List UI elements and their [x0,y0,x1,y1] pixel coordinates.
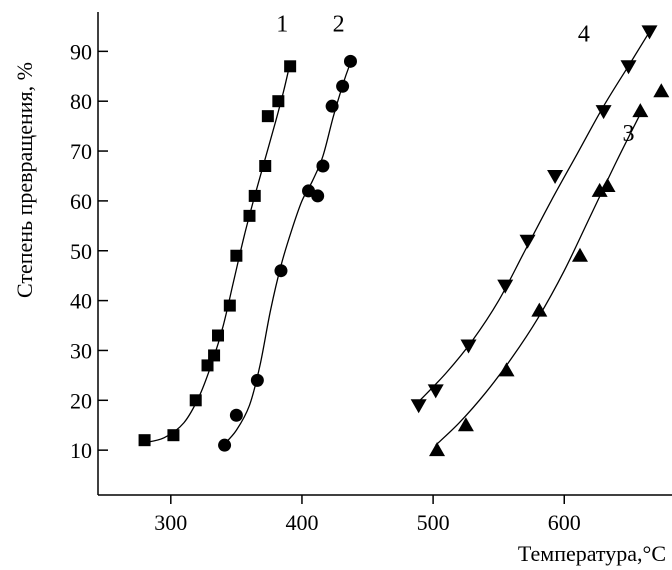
series-1-curve [144,68,290,444]
series-1-point [138,434,151,447]
x-tick-label: 600 [548,510,581,535]
y-tick-label: 80 [70,89,92,114]
series-label-1: 1 [276,11,288,37]
series-3-point [571,247,588,262]
series-4-point [497,279,514,294]
x-tick-label: 400 [285,510,318,535]
series-2-point [343,54,357,68]
y-tick-label: 50 [70,239,92,264]
series-3-curve [435,108,644,446]
series-4-point [410,399,427,414]
series-1-point [212,329,225,342]
series-3-point [599,177,616,192]
series-1-point [272,95,285,108]
series-4-point [620,60,637,75]
x-axis-label: Температура,°С [518,541,666,566]
series-2-point [325,99,339,113]
series-2-point [336,79,350,93]
x-tick-label: 500 [417,510,450,535]
y-tick-label: 90 [70,39,92,64]
series-4-point [519,234,536,249]
series-3-point [591,182,608,197]
curves [144,33,649,446]
series-2-curve [222,66,350,446]
y-tick-label: 10 [70,438,92,463]
series-label-4: 4 [578,21,590,47]
y-tick-label: 60 [70,189,92,214]
series-1-point [167,429,180,442]
y-tick-label: 40 [70,289,92,314]
series-2-point [250,373,264,387]
series-4-point [595,105,612,120]
series-2-point [311,189,325,203]
series-3-point [429,442,446,457]
series-label-3: 3 [623,121,635,147]
axes [97,12,672,496]
series-3-point [531,302,548,317]
series-1-point [223,299,236,312]
ticks: 300 400 500 600 10 20 30 40 50 60 70 80 90 [70,39,581,535]
series-4-point [460,339,477,354]
markers [138,25,670,457]
series-label-2: 2 [333,11,345,37]
series-1-point [259,160,272,173]
series-1-point [261,110,274,123]
series-1-point [248,189,261,202]
series-1-point [284,60,297,73]
series-4-point [547,169,564,184]
series-4-curve [419,33,649,401]
series-2-point [274,264,288,278]
series-3-point [498,362,515,377]
series-1-point [243,209,256,222]
series-1-point [201,359,214,372]
x-tick-label: 300 [154,510,187,535]
series-labels: 1 2 3 4 [276,11,634,147]
y-axis-label: Степень превращения, % [12,62,37,298]
series-4-point [641,25,658,40]
series-3-point [653,83,670,98]
y-tick-label: 70 [70,139,92,164]
series-1-point [230,249,243,262]
series-1-point [208,349,221,362]
series-2-point [229,408,243,422]
series-3-point [457,417,474,432]
series-2-point [218,438,232,452]
series-2-point [316,159,330,173]
series-3-point [632,103,649,118]
y-tick-label: 20 [70,388,92,413]
y-tick-label: 30 [70,338,92,363]
series-4-point [427,384,444,399]
series-1-point [189,394,202,407]
